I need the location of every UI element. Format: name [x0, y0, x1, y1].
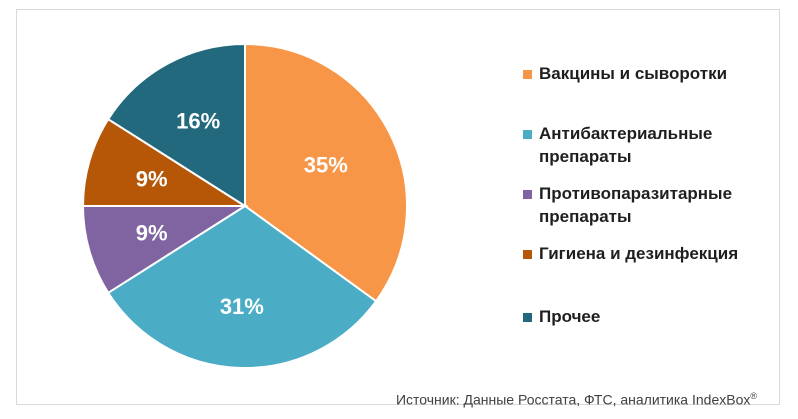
- legend-item: Прочее: [523, 305, 779, 328]
- slice-data-label: 9%: [136, 166, 168, 191]
- slice-data-label: 16%: [176, 108, 220, 133]
- pie-slice: [106, 42, 246, 208]
- legend-item: Вакцины и сыворотки: [523, 62, 779, 85]
- legend-label: Прочее: [539, 307, 601, 326]
- legend-label: Гигиена и дезинфекция: [539, 244, 739, 263]
- source-note: Источник: Данные Росстата, ФТС, аналитик…: [396, 391, 757, 408]
- pie-slice: [244, 42, 408, 303]
- legend-item: Противопаразитарные препараты: [523, 182, 779, 228]
- pie-slice: [81, 117, 249, 207]
- registered-mark: ®: [750, 391, 757, 401]
- legend-swatch: [523, 130, 532, 139]
- legend-item: Гигиена и дезинфекция: [523, 242, 779, 265]
- legend-swatch: [523, 190, 532, 199]
- pie-slice: [81, 205, 249, 295]
- legend-item: Антибактериальные препараты: [523, 122, 779, 168]
- legend-swatch: [523, 250, 532, 259]
- legend-label: Противопаразитарные препараты: [539, 184, 733, 226]
- legend-label: Антибактериальные препараты: [539, 124, 713, 166]
- legend-swatch: [523, 313, 532, 322]
- legend-label: Вакцины и сыворотки: [539, 64, 728, 83]
- source-text: Источник: Данные Росстата, ФТС, аналитик…: [395, 391, 751, 408]
- chart-frame: 35% 31% 9% 9% 16% Вакцины и сыворотки Антибак…: [16, 9, 780, 408]
- pie-slice: [106, 204, 378, 369]
- pie-chart: 35% 31% 9% 9% 16%: [81, 42, 408, 369]
- slice-data-label: 35%: [304, 152, 348, 177]
- legend: Вакцины и сыворотки Антибактериальные пре…: [523, 10, 793, 390]
- slice-data-label: 31%: [220, 294, 264, 319]
- slice-data-label: 9%: [136, 221, 168, 246]
- legend-swatch: [523, 70, 532, 79]
